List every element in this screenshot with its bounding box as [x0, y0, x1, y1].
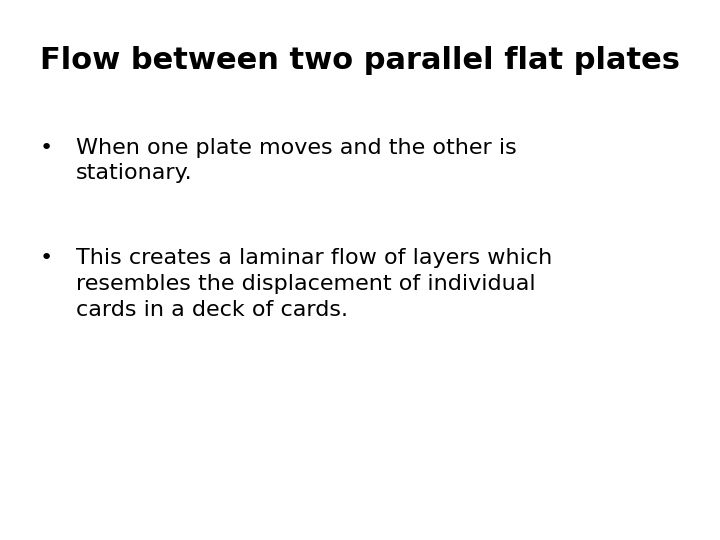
Text: This creates a laminar flow of layers which
resembles the displacement of indivi: This creates a laminar flow of layers wh… [76, 248, 552, 320]
Text: •: • [40, 248, 53, 268]
Text: •: • [40, 138, 53, 158]
Text: When one plate moves and the other is
stationary.: When one plate moves and the other is st… [76, 138, 516, 183]
Text: Flow between two parallel flat plates: Flow between two parallel flat plates [40, 46, 680, 75]
